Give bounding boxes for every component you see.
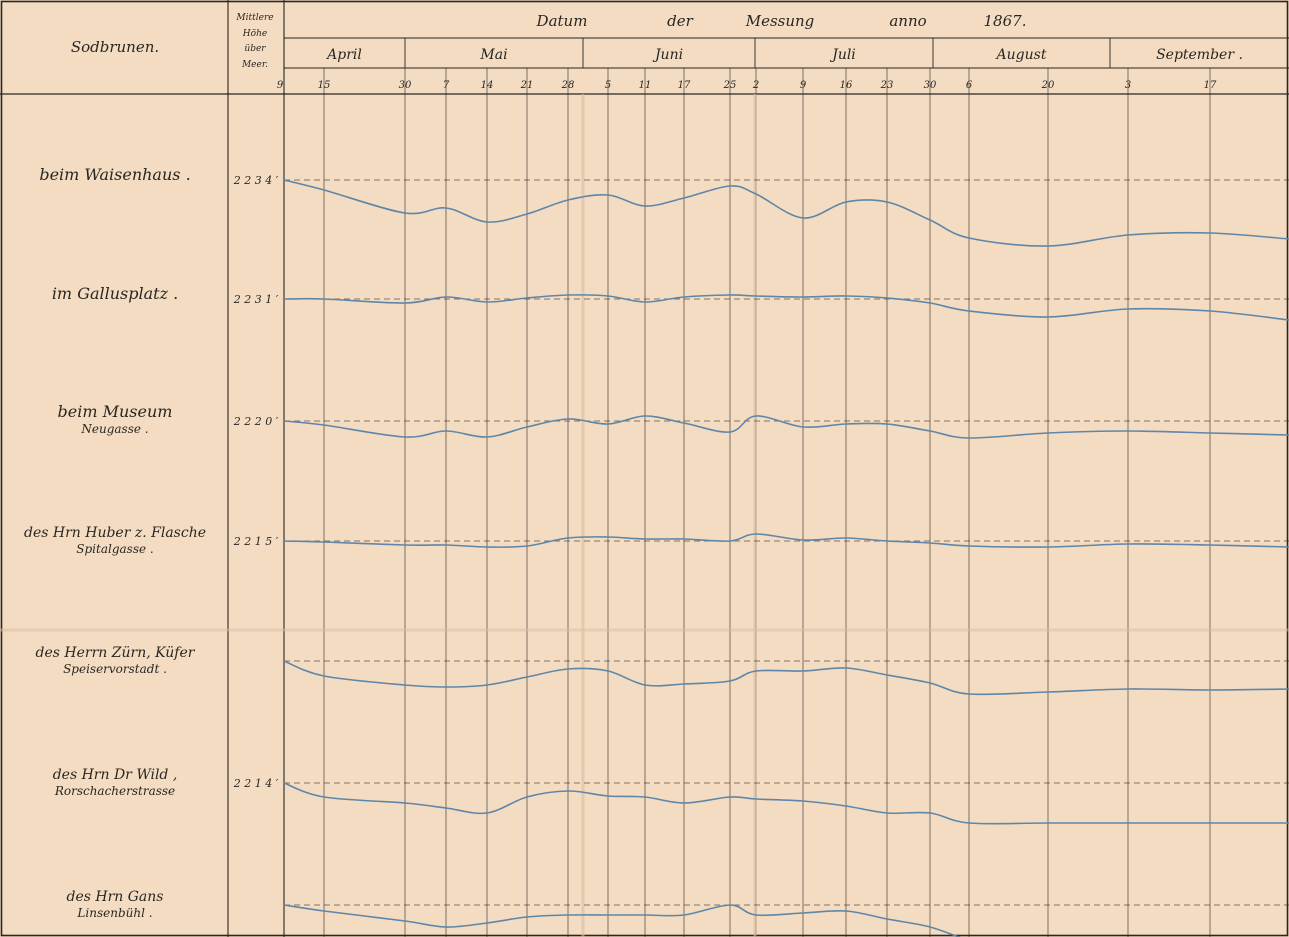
day-tick-label: 30 xyxy=(399,80,412,91)
series-line xyxy=(283,782,1289,825)
day-tick-label: 15 xyxy=(318,80,331,91)
day-tick-label: 28 xyxy=(561,80,575,91)
well-name: des Hrn Huber z. Flasche xyxy=(24,525,206,541)
well-name: des Hrn Dr Wild , xyxy=(53,767,178,783)
well-labels: beim Waisenhaus . 2 2 3 4 ′ im Gallusplatz… xyxy=(24,165,279,920)
well-mean-height: 2 2 1 5 ′ xyxy=(233,535,279,548)
series-line xyxy=(283,660,1289,696)
day-tick-label: 20 xyxy=(1041,80,1055,91)
title-word-der: der xyxy=(667,12,693,30)
well-name: beim Waisenhaus . xyxy=(39,165,190,184)
day-tick-label: 5 xyxy=(605,80,611,91)
well-level-curves xyxy=(283,179,1289,937)
day-tick-label: 17 xyxy=(1204,80,1217,91)
title-word-anno: anno xyxy=(889,12,926,30)
day-tick-label: 16 xyxy=(840,80,853,91)
title-word-messung: Messung xyxy=(745,12,815,30)
well-mean-height: 2 2 2 0 ′ xyxy=(233,415,279,428)
month-label: April xyxy=(325,47,362,63)
well-name: des Hrn Gans xyxy=(67,889,164,905)
well-mean-height: 2 2 3 4 ′ xyxy=(233,174,279,187)
well-subtitle: Neugasse . xyxy=(80,422,148,436)
height-header-line4: Meer. xyxy=(241,60,268,70)
well-subtitle: Spitalgasse . xyxy=(76,542,153,556)
title-year: 1867. xyxy=(984,12,1027,30)
day-tick-labels: 9 15 30 7 14 21 28 5 11 17 25 2 9 16 23 30 6 20 3 17 xyxy=(277,80,1217,91)
title-word-datum: Datum xyxy=(536,12,588,30)
month-label: Mai xyxy=(479,47,507,63)
reference-lines xyxy=(284,179,1289,906)
day-tick-label: 7 xyxy=(443,80,450,91)
day-tick-label: 17 xyxy=(678,80,691,91)
month-labels: April Mai Juni Juli August September . xyxy=(325,47,1243,63)
wells-column-header: Sodbrunen. xyxy=(71,38,159,56)
day-tick-label: 30 xyxy=(924,80,937,91)
well-subtitle: Rorschacherstrasse xyxy=(54,784,175,798)
day-tick-label: 9 xyxy=(800,80,807,91)
day-tick-label: 25 xyxy=(723,80,737,91)
day-tick-label: 21 xyxy=(520,80,534,91)
day-tick-label: 2 xyxy=(752,80,759,91)
well-subtitle: Linsenbühl . xyxy=(76,906,152,920)
month-label: Juli xyxy=(829,47,856,63)
series-line xyxy=(283,533,1289,548)
series-line xyxy=(283,179,1289,247)
month-label: Juni xyxy=(652,47,683,63)
well-mean-height: 2 2 1 4 ′ xyxy=(233,777,279,790)
day-tick-label: 11 xyxy=(639,80,652,91)
height-header-line1: Mittlere xyxy=(235,13,273,23)
day-tick-label: 6 xyxy=(966,80,973,91)
series-line xyxy=(283,294,1289,321)
day-tick-label: 14 xyxy=(481,80,494,91)
well-name: beim Museum xyxy=(58,402,173,421)
month-label: August xyxy=(995,47,1047,63)
month-label: September . xyxy=(1156,47,1243,63)
day-tick-label: 9 xyxy=(277,80,284,91)
well-subtitle: Speiservorstadt . xyxy=(63,662,167,676)
height-header-line2: Höhe xyxy=(242,29,267,39)
height-header-line3: über xyxy=(244,44,266,54)
well-name: des Herrn Zürn, Küfer xyxy=(36,645,196,661)
day-tick-label: 3 xyxy=(1125,80,1131,91)
day-tick-label: 23 xyxy=(880,80,894,91)
well-name: im Gallusplatz . xyxy=(52,284,178,303)
series-line xyxy=(283,415,1289,439)
well-mean-height: 2 2 3 1 ′ xyxy=(233,293,279,306)
series-line xyxy=(283,904,961,937)
